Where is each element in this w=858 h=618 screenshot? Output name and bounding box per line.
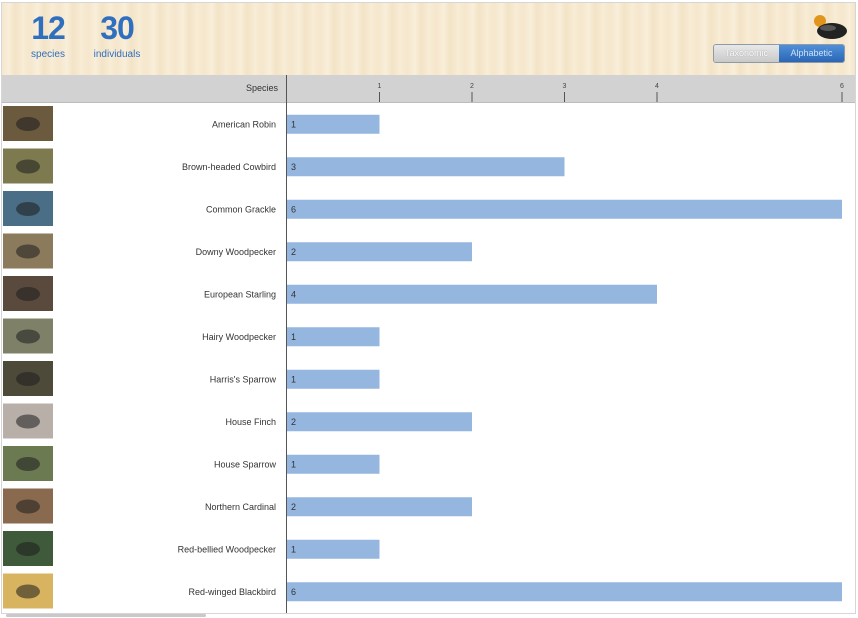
count-bar[interactable] [287, 497, 472, 517]
individuals-stat: 30 individuals [88, 9, 146, 61]
count-bar[interactable] [287, 157, 565, 177]
species-name: House Sparrow [214, 459, 277, 469]
bar-value-label: 1 [291, 374, 296, 384]
count-bar[interactable] [287, 242, 472, 262]
species-name: Brown-headed Cowbird [182, 162, 276, 172]
bird-silhouette-icon [16, 287, 40, 301]
count-bar[interactable] [287, 454, 380, 474]
bird-silhouette-icon [16, 499, 40, 514]
bar-value-label: 1 [291, 119, 296, 129]
bar-value-label: 1 [291, 459, 296, 469]
species-stat: 12 species [26, 9, 70, 61]
bar-value-label: 3 [291, 162, 296, 172]
individuals-count: 30 [100, 10, 135, 46]
individuals-label: individuals [93, 49, 141, 60]
species-name: European Starling [204, 289, 276, 299]
bird-silhouette-icon [16, 584, 40, 599]
bar-value-label: 2 [291, 247, 296, 257]
species-name: Northern Cardinal [205, 502, 276, 512]
bird-silhouette-icon [16, 542, 40, 556]
bird-silhouette-icon [16, 202, 40, 216]
axis-divider [286, 75, 287, 613]
bar-value-label: 2 [291, 417, 296, 427]
species-name: House Finch [225, 417, 276, 427]
count-bar[interactable] [287, 199, 842, 219]
bird-silhouette-icon [16, 159, 40, 174]
bird-silhouette-icon [16, 329, 40, 344]
bar-value-label: 6 [291, 587, 296, 597]
bar-value-label: 1 [291, 544, 296, 554]
count-bar[interactable] [287, 114, 380, 134]
species-bar-chart: 1 2 3 4 6 American Robin 1 Brown-headed Cowbird… [3, 83, 844, 609]
count-bar[interactable] [287, 582, 842, 602]
x-tick-label: 3 [563, 83, 567, 90]
species-column-header: Species [245, 83, 278, 93]
species-name: American Robin [212, 119, 276, 129]
bar-value-label: 6 [291, 204, 296, 214]
bird-silhouette-icon [16, 457, 40, 471]
bar-value-label: 4 [291, 289, 296, 299]
species-name: Downy Woodpecker [196, 247, 276, 257]
sort-toggle[interactable]: Taxonomic Alphabetic [713, 44, 845, 63]
species-name: Hairy Woodpecker [202, 332, 276, 342]
species-name: Harris's Sparrow [210, 374, 277, 384]
bird-logo-icon [814, 15, 847, 39]
count-bar[interactable] [287, 539, 380, 559]
count-bar[interactable] [287, 284, 657, 304]
x-tick-label: 4 [655, 83, 659, 90]
bird-silhouette-icon [16, 117, 40, 131]
count-bar[interactable] [287, 369, 380, 389]
bar-value-label: 1 [291, 332, 296, 342]
species-count: 12 [31, 10, 66, 46]
bar-value-label: 2 [291, 502, 296, 512]
bird-silhouette-icon [16, 372, 40, 386]
species-name: Red-bellied Woodpecker [178, 544, 276, 554]
bird-silhouette-icon [16, 244, 40, 259]
x-tick-label: 1 [378, 83, 382, 90]
count-bar[interactable] [287, 412, 472, 432]
x-tick-label: 2 [470, 83, 474, 90]
count-bar[interactable] [287, 327, 380, 347]
bird-silhouette-icon [16, 414, 40, 429]
species-label: species [31, 49, 65, 60]
sort-option-taxonomic[interactable]: Taxonomic [714, 45, 779, 62]
summary-header: 12 species 30 individuals Taxonomic Alph… [2, 3, 855, 75]
x-tick-label: 6 [840, 83, 844, 90]
species-name: Common Grackle [206, 204, 276, 214]
species-name: Red-winged Blackbird [188, 587, 276, 597]
sort-option-alphabetic[interactable]: Alphabetic [779, 45, 844, 62]
axis-header-bar: Species [2, 75, 855, 103]
horizontal-scrollbar[interactable] [6, 614, 206, 617]
